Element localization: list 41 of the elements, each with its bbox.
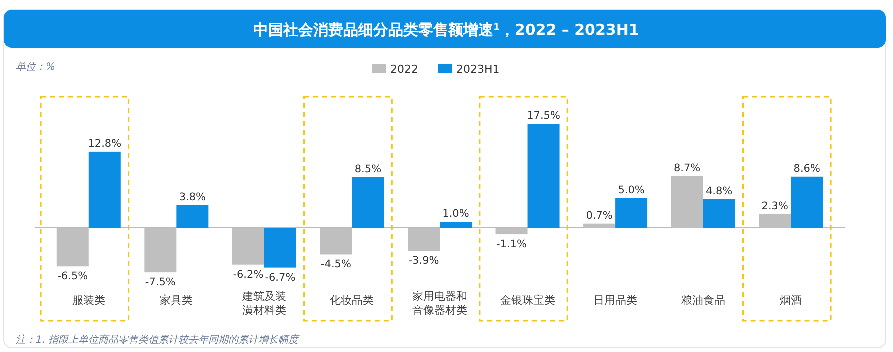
data-label: 5.0% — [618, 184, 645, 196]
bar — [264, 228, 296, 268]
legend-label: 2022 — [390, 63, 418, 76]
data-label: 4.8% — [706, 185, 733, 198]
bar — [352, 177, 384, 228]
data-label: -3.9% — [408, 255, 440, 268]
x-tick-label: 化妆品类 — [330, 294, 374, 307]
bar — [616, 198, 648, 228]
data-label: 8.6% — [794, 162, 820, 175]
data-label: 2.3% — [762, 200, 788, 212]
chart-title: 中国社会消费品细分品类零售额增速$^{1}$，2022 – 2023H1 — [254, 21, 640, 39]
x-tick-label: 烟酒 — [780, 294, 802, 307]
bar — [176, 205, 209, 228]
data-label: -4.5% — [320, 258, 352, 271]
x-tick-label: 粮油食品 — [681, 294, 726, 307]
data-label: 1.0% — [442, 208, 470, 220]
data-label: 8.5% — [354, 163, 382, 176]
bar — [791, 176, 824, 228]
data-label: 12.8% — [88, 138, 122, 150]
data-label: 17.5% — [527, 110, 560, 122]
data-label: -1.1% — [496, 238, 528, 251]
x-tick-label: 日用品类 — [594, 294, 638, 307]
data-label: -6.7% — [265, 272, 296, 284]
data-label: -6.2% — [233, 268, 264, 281]
data-label: -6.5% — [58, 270, 88, 283]
data-label: 0.7% — [586, 210, 613, 222]
bar — [440, 222, 472, 228]
data-label: 3.8% — [179, 191, 206, 204]
text: 注：1. 指限上单位商品零售类值累计较去年同期的累计增长幅度 — [16, 334, 301, 346]
bar — [703, 199, 736, 228]
text: 单位：% — [16, 61, 56, 73]
bar — [88, 152, 121, 228]
x-tick-label: 金银珠宝类 — [500, 294, 556, 307]
x-tick-label: 服装类 — [72, 294, 106, 307]
data-label: 8.7% — [674, 162, 701, 174]
x-tick-label: 家具类 — [160, 294, 194, 307]
x-tick-label: 家用电器和音像器材类 — [412, 290, 468, 317]
data-label: -7.5% — [145, 276, 176, 289]
bar — [528, 124, 560, 228]
legend-label: 2023H1 — [456, 63, 500, 76]
x-tick-label: 建筑及装潢材料类 — [241, 290, 286, 317]
